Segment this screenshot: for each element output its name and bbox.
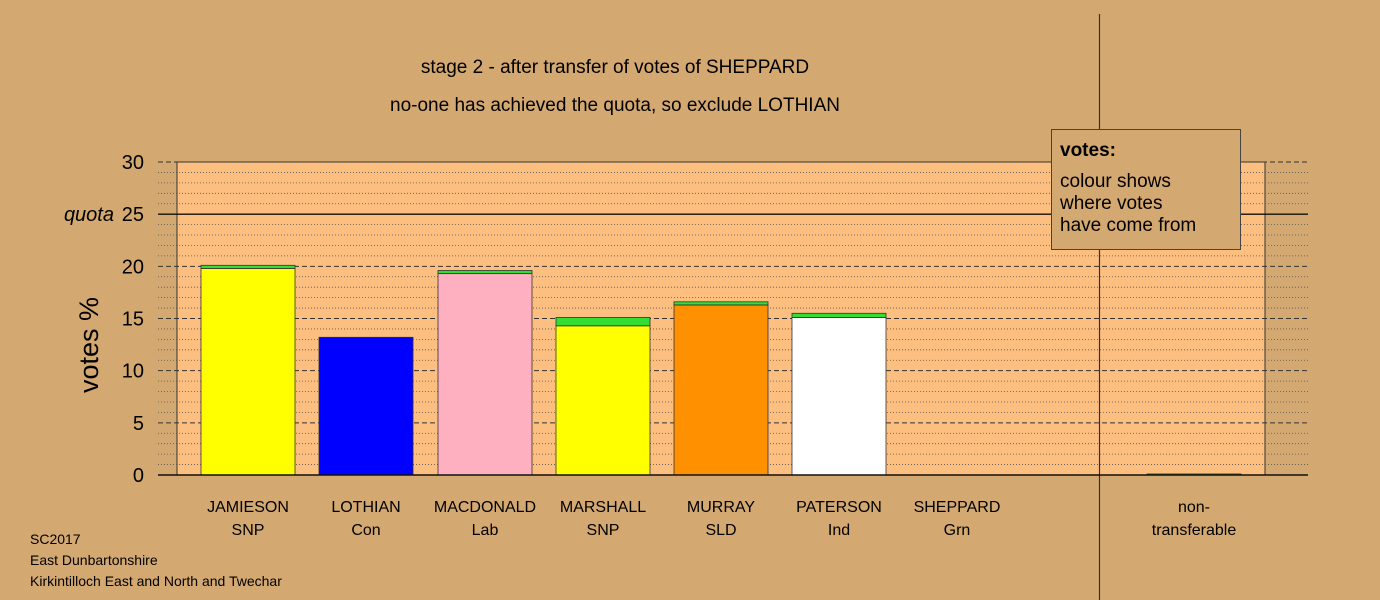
y-tick-label: 25: [122, 204, 144, 226]
footer-council: East Dunbartonshire: [30, 552, 158, 568]
chart-title: stage 2 - after transfer of votes of SHE…: [420, 57, 810, 78]
y-tick-label: 5: [133, 413, 144, 435]
bar-segment: [318, 336, 414, 476]
footer-ward: Kirkintilloch East and North and Twechar: [30, 573, 282, 589]
y-tick-label: 0: [133, 465, 144, 487]
x-labels: JAMIESON SNP LOTHIAN Con MACDONALD Lab MARSHAL…: [207, 499, 1236, 539]
x-tick-label-name: PATERSON: [796, 499, 882, 516]
chart-subtitle: no-one has achieved the quota, so exclud…: [390, 95, 840, 116]
bar-segment: [673, 304, 769, 476]
y-axis-label: votes %: [74, 297, 104, 393]
x-tick-label-name: JAMIESON: [207, 499, 289, 516]
bar-segment: [200, 264, 296, 269]
x-tick-label-party: transferable: [1152, 522, 1237, 539]
x-tick-label-name: MACDONALD: [434, 499, 536, 516]
x-tick-label-party: Ind: [828, 522, 850, 539]
x-tick-label-party: Lab: [472, 522, 499, 539]
footer: SC2017 East Dunbartonshire Kirkintilloch…: [30, 529, 282, 592]
bar-segment: [437, 273, 533, 476]
x-tick-label-party: SNP: [232, 522, 265, 539]
x-tick-label-party: SLD: [705, 522, 736, 539]
x-tick-label-name: non-: [1178, 499, 1210, 516]
x-tick-label-name: MARSHALL: [560, 499, 646, 516]
y-tick-label: 15: [122, 309, 144, 331]
y-tick-label: 20: [122, 256, 144, 278]
x-tick-label-party: Grn: [944, 522, 971, 539]
x-tick-label-name: SHEPPARD: [914, 499, 1001, 516]
x-tick-label-party: SNP: [587, 522, 620, 539]
bar-segment: [791, 317, 887, 476]
legend-box: votes: colour shows where votes have com…: [1051, 129, 1241, 250]
x-tick-label-party: Con: [351, 522, 380, 539]
bars: [200, 264, 1242, 476]
legend-text: colour shows where votes have come from: [1060, 171, 1197, 236]
bar-segment: [437, 270, 533, 275]
footer-election: SC2017: [30, 531, 81, 547]
bar-segment: [555, 317, 651, 327]
legend-title: votes:: [1060, 140, 1116, 161]
y-tick-label: 30: [122, 152, 144, 174]
bar-segment: [673, 301, 769, 306]
bar-segment: [200, 268, 296, 476]
bar-segment: [791, 312, 887, 318]
x-tick-label-name: LOTHIAN: [331, 499, 400, 516]
quota-label: quota: [64, 204, 114, 226]
y-tick-label: 10: [122, 361, 144, 383]
bar-segment: [555, 325, 651, 476]
x-tick-label-name: MURRAY: [687, 499, 755, 516]
